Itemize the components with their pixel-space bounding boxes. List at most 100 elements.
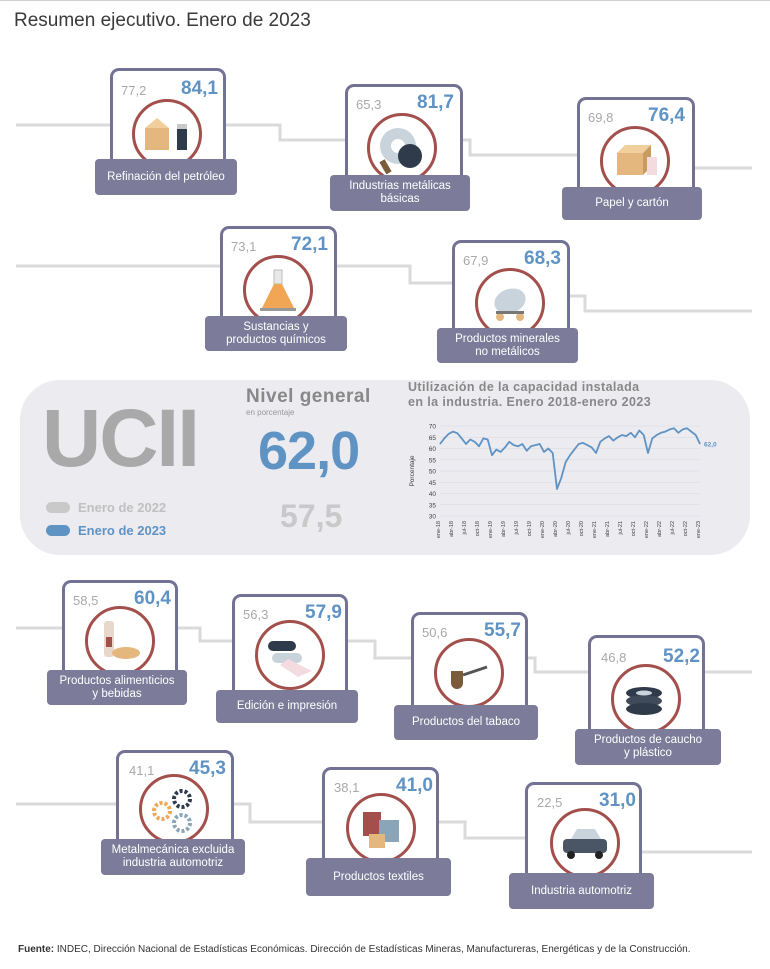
y-tick-label: 30 [429,514,437,521]
data-point [548,448,549,449]
source-note: Fuente: INDEC, Dirección Nacional de Est… [18,944,691,955]
data-point [543,451,545,453]
data-point [695,434,696,436]
data-point [552,452,553,454]
value-2023: 84,1 [181,78,218,99]
data-point [535,444,536,446]
value-2022: 58,5 [73,593,99,608]
x-tick-label: jul-19 [514,521,520,535]
data-point [448,433,449,435]
value-2023: 60,4 [134,588,171,609]
x-tick-label: ene-23 [696,521,702,538]
y-tick-label: 35 [429,502,437,509]
data-point [613,440,614,441]
data-point [465,443,467,445]
value-2023: 81,7 [417,92,454,113]
y-tick-label: 70 [429,424,437,431]
tire-stack-icon [611,664,681,734]
ucii-acronym: UCII [42,393,200,484]
x-tick-label: abr-19 [501,521,507,537]
legend-label-2022: Enero de 2022 [78,500,167,515]
data-point [634,436,636,438]
nivel-general-2023: 62,0 [258,421,360,481]
x-tick-label: oct-22 [683,521,689,536]
pipe-icon [434,638,504,708]
data-point [439,443,441,445]
legend-2023: Enero de 2023 [46,523,166,538]
data-point [587,444,588,446]
data-point [682,429,683,430]
y-tick-label: 65 [429,435,437,442]
value-2022: 77,2 [121,83,147,98]
data-point [569,454,571,456]
oil-refinery-icon [132,99,202,169]
x-tick-label: oct-18 [475,521,481,536]
value-2023: 57,9 [305,602,342,623]
data-point [561,477,562,479]
data-point [444,438,445,439]
data-point [665,431,666,432]
ucii-line-chart: 30 35 40 45 50 55 60 65 70 Porcentaje ene-18 abr-18… [409,424,717,539]
data-point [656,434,657,436]
data-point [647,452,649,454]
x-tick-label: abr-22 [657,521,663,537]
y-tick-label: 50 [429,469,437,476]
data-point [491,454,493,456]
value-2023: 31,0 [599,790,636,811]
bottle-bread-icon [85,606,155,676]
data-point [470,439,471,440]
data-point [608,435,610,437]
data-point [504,447,506,448]
value-2022: 69,8 [588,110,614,125]
data-point [643,434,644,436]
value-2022: 46,8 [601,650,627,665]
value-2023: 68,3 [524,248,561,269]
legend-swatch-2022 [46,502,70,513]
nivel-general-2022: 57,5 [280,498,343,534]
data-point [461,438,462,439]
data-point [452,431,454,432]
x-tick-label: abr-18 [449,521,455,537]
data-point [582,442,584,444]
value-2023: 45,3 [189,758,226,779]
y-tick-label: 55 [429,457,437,464]
data-point [509,441,510,443]
x-tick-label: ene-18 [436,521,442,538]
y-axis-label: Porcentaje [409,455,416,486]
chart-title: Utilización de la capacidad instalada en… [408,380,652,409]
data-point [699,443,701,445]
value-2022: 22,5 [537,795,563,810]
metal-coils-icon [367,113,437,183]
sector-label: Productos minerales no metálicos [437,328,578,363]
x-tick-label: oct-20 [579,521,585,536]
x-tick-label: ene-19 [488,521,494,538]
paper-rolls-icon [255,620,325,690]
data-point [539,443,540,445]
flask-icon [243,255,313,325]
value-2023: 52,2 [663,646,700,667]
value-2022: 67,9 [463,253,489,268]
legend-swatch-2023 [46,525,70,536]
car-icon [550,808,620,878]
data-point [678,432,679,434]
value-2022: 50,6 [422,625,448,640]
sector-label: Metalmecánica excluida industria automot… [101,839,245,875]
page-title: Resumen ejecutivo. Enero de 2023 [14,10,311,31]
source-text: INDEC, Dirección Nacional de Estadística… [56,944,691,955]
legend-2022: Enero de 2022 [46,500,166,515]
thread-spools-icon [346,793,416,863]
data-point [630,432,631,434]
value-2022: 73,1 [231,239,257,254]
data-point [565,461,566,463]
sector-label: Papel y cartón [562,187,702,220]
data-point [621,434,623,436]
data-point [526,450,527,452]
data-point [517,445,519,447]
data-point [626,435,627,437]
data-point [617,436,618,438]
gears-icon [139,774,209,844]
y-tick-label: 45 [429,480,437,487]
data-point [686,427,688,429]
y-tick-label: 40 [429,491,437,498]
